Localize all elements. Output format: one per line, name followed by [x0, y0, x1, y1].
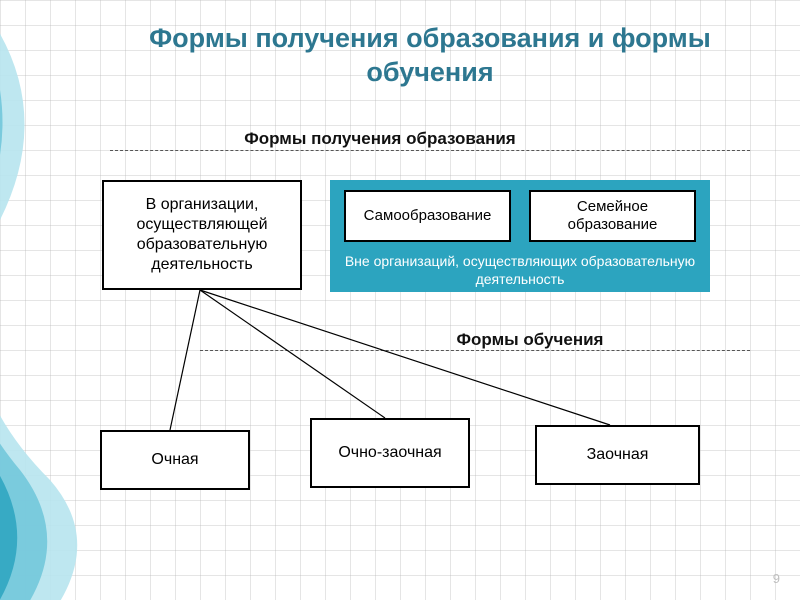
panel-caption: Вне организаций, осуществляющих образова… — [330, 248, 710, 298]
page-number: 9 — [773, 571, 780, 586]
box-part-time: Очно-заочная — [310, 418, 470, 488]
panel-outside-org: Самообразование Семейное образование Вне… — [330, 180, 710, 292]
box-family-education: Семейное образование — [529, 190, 696, 242]
slide-title: Формы получения образования и формы обуч… — [120, 22, 740, 90]
divider-1 — [110, 150, 750, 151]
slide: Формы получения образования и формы обуч… — [0, 0, 800, 600]
divider-2 — [200, 350, 750, 351]
box-distance: Заочная — [535, 425, 700, 485]
box-in-organization: В организации, осуществляющей образовате… — [102, 180, 302, 290]
grid-background — [0, 0, 800, 600]
section2-label: Формы обучения — [420, 330, 640, 350]
box-self-education: Самообразование — [344, 190, 511, 242]
panel-top-row: Самообразование Семейное образование — [330, 180, 710, 248]
box-full-time: Очная — [100, 430, 250, 490]
section1-label: Формы получения образования — [220, 129, 540, 149]
